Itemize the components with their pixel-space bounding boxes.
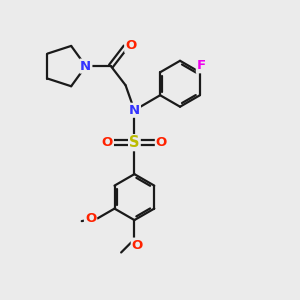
- Text: O: O: [156, 136, 167, 149]
- Text: N: N: [129, 104, 140, 117]
- Text: O: O: [102, 136, 113, 149]
- Text: N: N: [80, 60, 92, 73]
- Text: S: S: [129, 135, 140, 150]
- Text: O: O: [85, 212, 96, 225]
- Text: F: F: [197, 59, 206, 72]
- Text: O: O: [132, 238, 143, 252]
- Text: O: O: [125, 39, 136, 52]
